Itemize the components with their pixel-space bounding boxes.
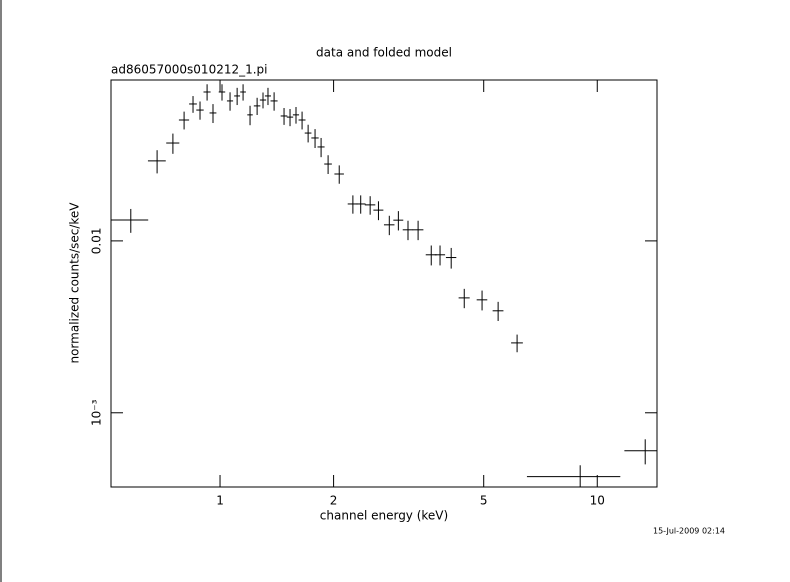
- y-axis-label: normalized counts/sec/keV: [68, 202, 82, 364]
- x-axis-label: channel energy (keV): [320, 509, 448, 523]
- plot-frame: [110, 79, 658, 488]
- data-points: [111, 84, 657, 487]
- x-tick-label: 10: [590, 494, 605, 508]
- y-tick-label: 0.01: [90, 228, 104, 255]
- x-tick-label: 2: [330, 494, 338, 508]
- chart-title: data and folded model: [316, 46, 452, 60]
- chart-subtitle: ad86057000s010212_1.pi: [111, 63, 268, 77]
- y-tick-label: 10⁻³: [90, 399, 104, 426]
- x-tick-label: 1: [216, 494, 224, 508]
- date-label: 15-Jul-2009 02:14: [653, 527, 725, 536]
- x-tick-label: 5: [480, 494, 488, 508]
